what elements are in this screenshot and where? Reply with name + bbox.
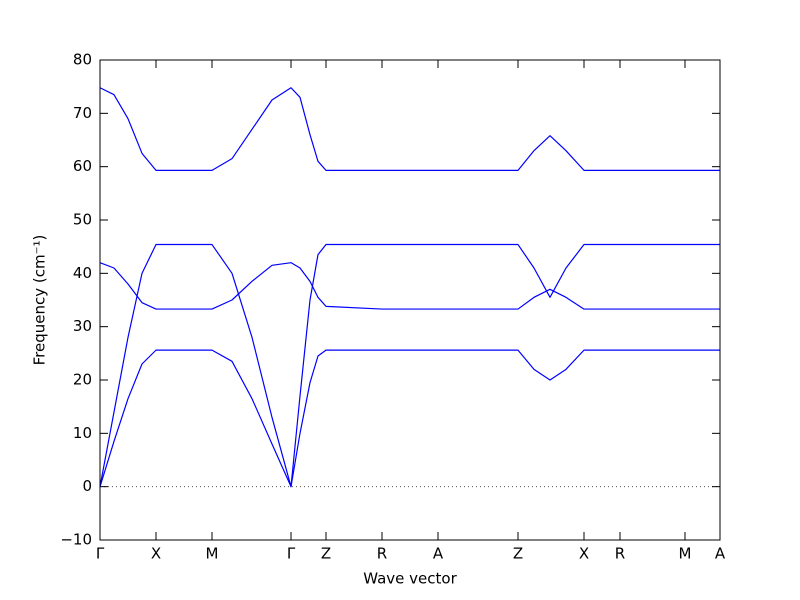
- x-tick-label: Z: [321, 545, 331, 563]
- y-tick-label: 60: [73, 157, 92, 175]
- band-line: [99, 262, 720, 310]
- band-line: [99, 87, 720, 171]
- x-axis-label: Wave vector: [363, 570, 457, 588]
- x-tick-label: Γ: [96, 545, 105, 563]
- y-tick-label: 0: [82, 477, 92, 495]
- y-tick-label: 70: [73, 104, 92, 122]
- y-tick-label: 40: [73, 264, 92, 282]
- x-tick-label: X: [579, 545, 589, 563]
- x-tick-label: X: [151, 545, 161, 563]
- x-tick-label: R: [615, 545, 625, 563]
- plot-frame: [99, 59, 721, 541]
- x-tick-label: A: [433, 545, 444, 563]
- band-line: [99, 349, 720, 488]
- y-tick-label: 20: [73, 371, 92, 389]
- x-tick-label: M: [206, 545, 219, 563]
- x-tick-label: R: [377, 545, 387, 563]
- x-tick-label: Z: [513, 545, 523, 563]
- y-tick-label: 30: [73, 317, 92, 335]
- x-tick-label: M: [679, 545, 692, 563]
- y-tick-label: 50: [73, 211, 92, 229]
- y-tick-label: −10: [60, 531, 92, 549]
- y-axis-label: Frequency (cm⁻¹): [31, 235, 49, 366]
- y-tick-label: 10: [73, 424, 92, 442]
- y-tick-label: 80: [73, 51, 92, 69]
- band-line: [99, 243, 720, 488]
- x-tick-label: Γ: [287, 545, 296, 563]
- x-tick-label: A: [715, 545, 726, 563]
